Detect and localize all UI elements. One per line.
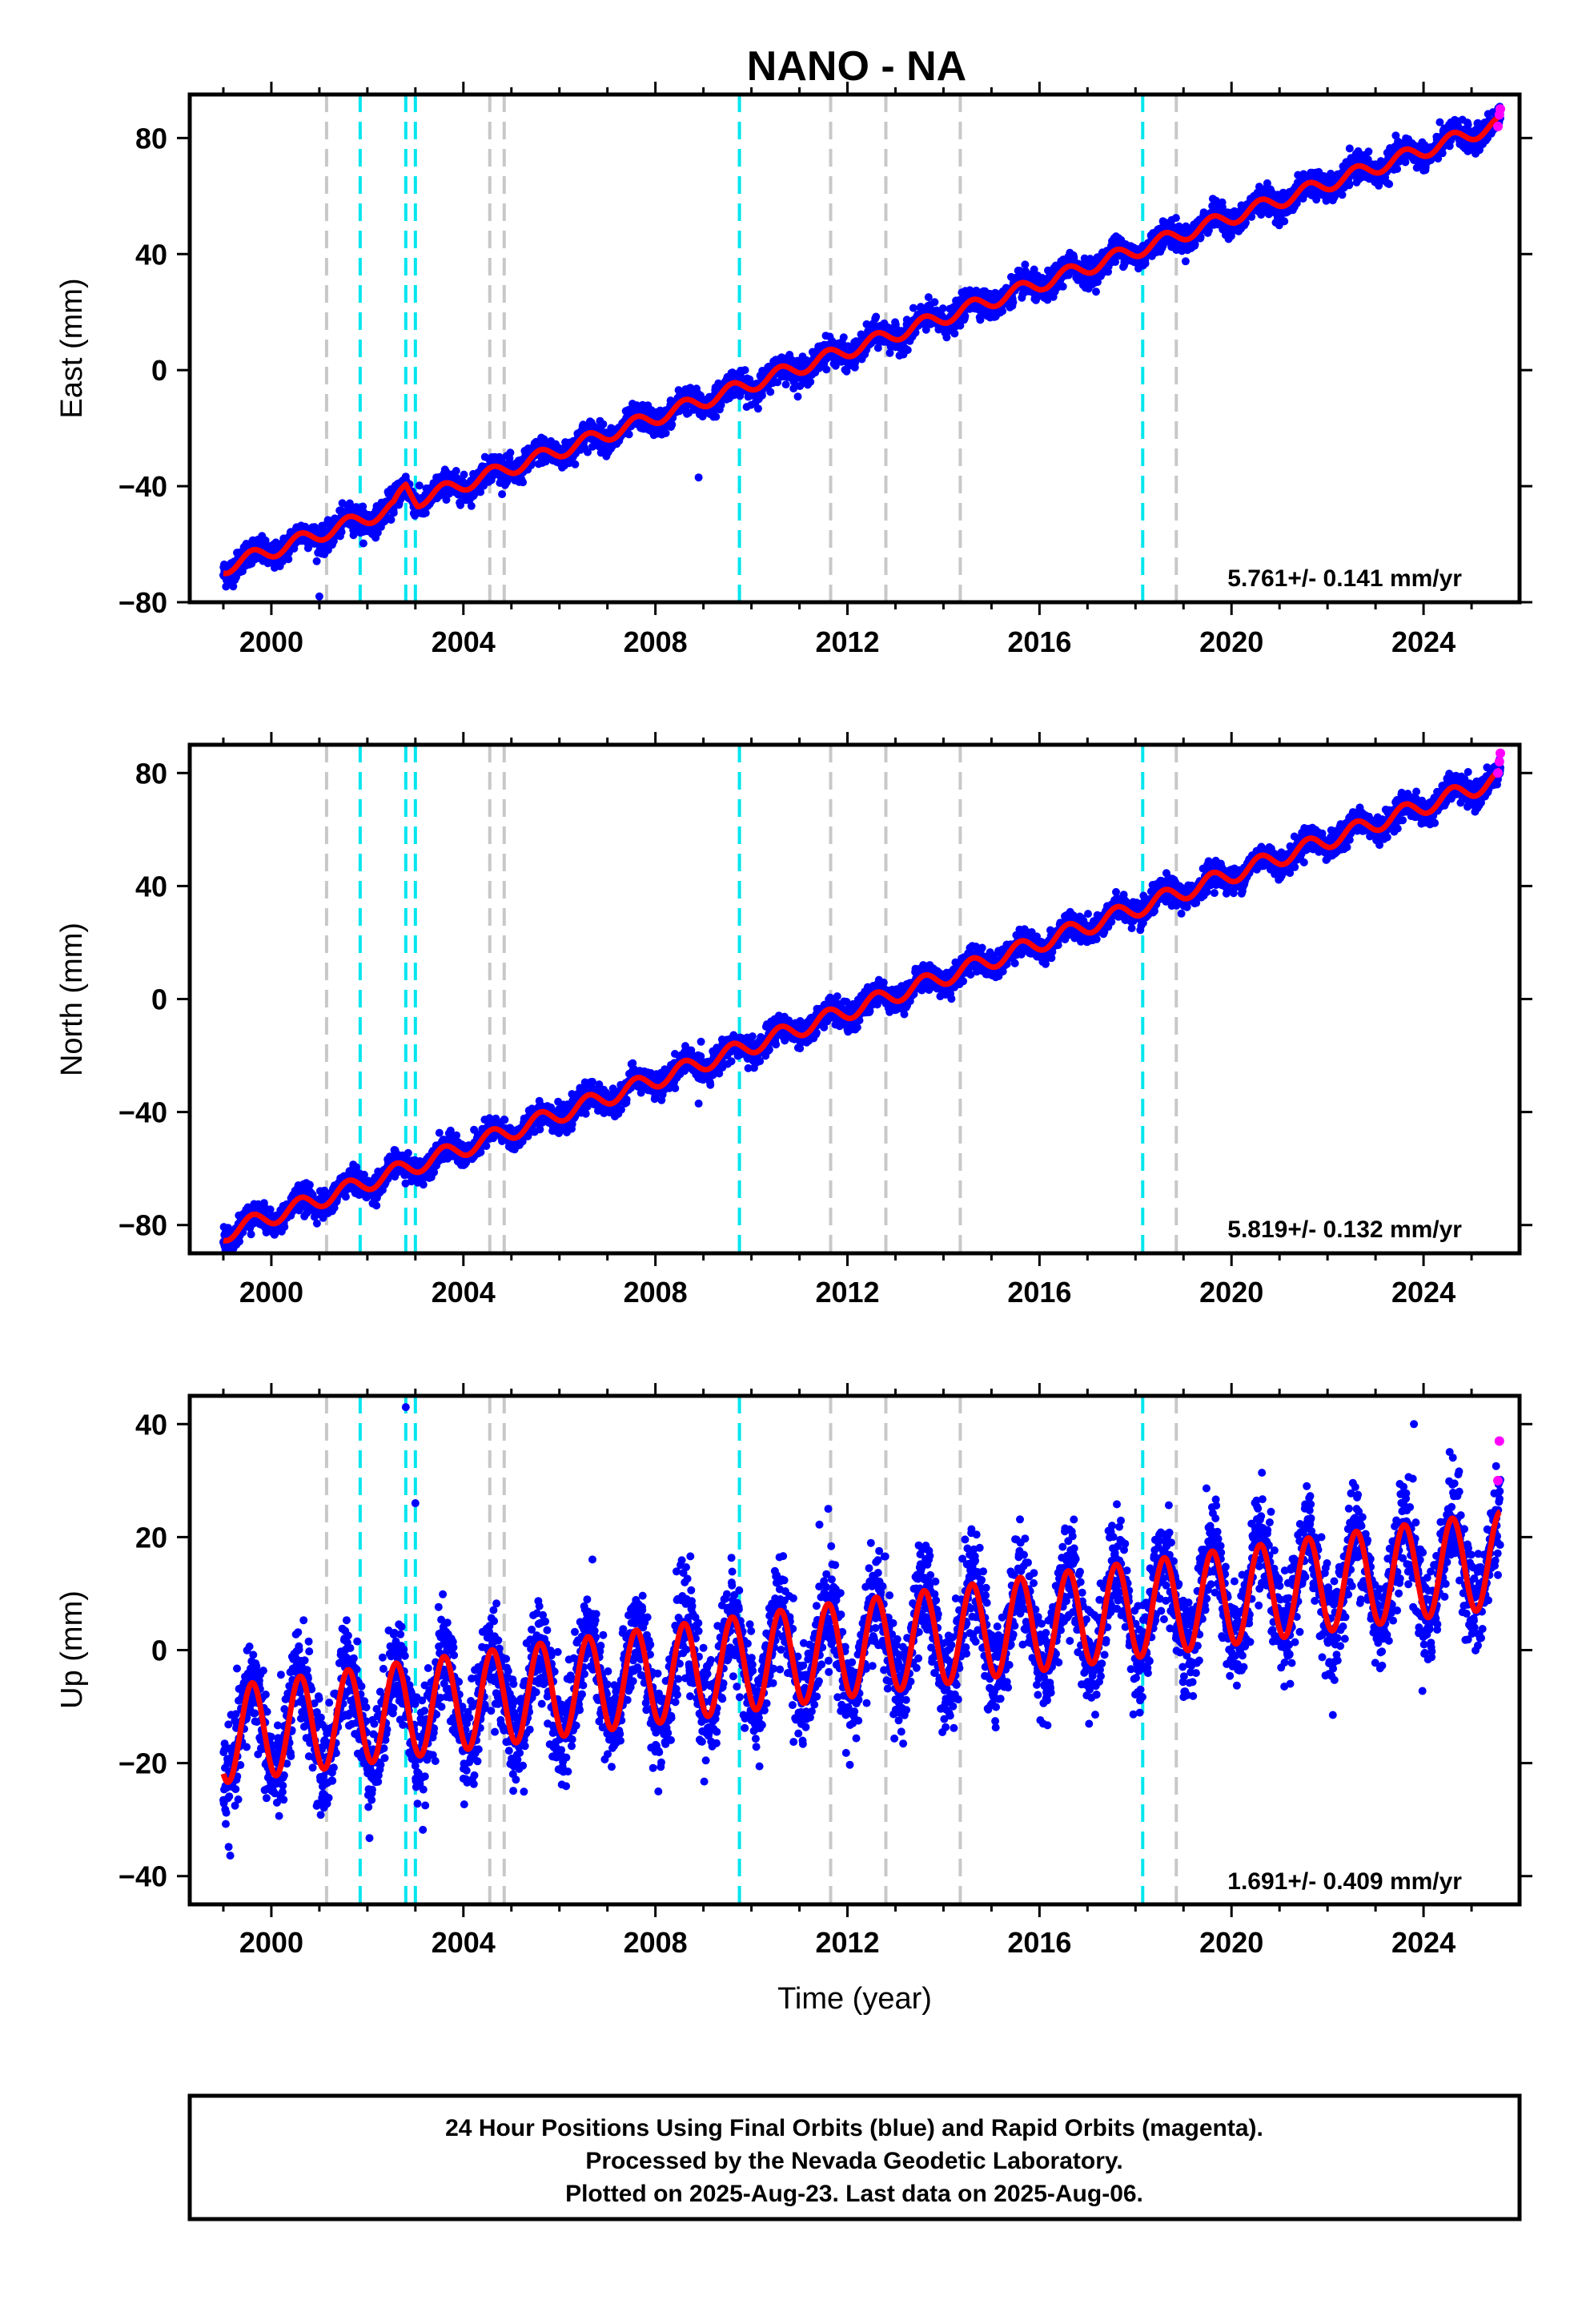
data-point	[624, 430, 633, 439]
data-point	[359, 539, 367, 548]
data-point	[1092, 287, 1100, 296]
data-point	[599, 420, 608, 428]
data-point	[1393, 165, 1402, 173]
data-point	[584, 448, 592, 456]
data-point	[961, 312, 970, 320]
data-point	[1338, 191, 1347, 199]
rapid-orbit-point	[1496, 104, 1506, 115]
data-point	[806, 377, 815, 386]
data-point	[1171, 214, 1180, 223]
data-point	[452, 467, 460, 475]
data-point	[1464, 120, 1472, 129]
chart-title: NANO - NA	[747, 43, 966, 90]
data-point	[389, 509, 398, 517]
data-point	[349, 531, 358, 540]
data-point	[1280, 217, 1289, 226]
velocity-label: 5.761+/- 0.141 mm/yr	[1227, 565, 1462, 592]
data-point	[229, 582, 238, 591]
data-point	[571, 460, 580, 468]
data-point	[781, 380, 790, 389]
x-tick-label: 2024	[1391, 625, 1456, 658]
data-point	[519, 478, 528, 487]
data-point	[506, 448, 515, 457]
data-point	[442, 496, 451, 505]
y-axis-label: East (mm)	[55, 278, 89, 418]
data-point	[822, 365, 831, 374]
data-point	[498, 490, 507, 499]
data-point	[998, 307, 1007, 316]
data-point	[903, 346, 912, 354]
data-point	[1181, 257, 1190, 266]
data-point	[757, 391, 766, 400]
data-point	[909, 304, 917, 312]
data-point	[312, 557, 321, 565]
data-point	[1345, 144, 1354, 153]
x-tick-label: 2016	[1007, 625, 1071, 658]
x-tick-label: 2012	[815, 625, 879, 658]
data-point	[976, 316, 985, 324]
data-point	[467, 501, 476, 510]
data-point	[284, 555, 293, 564]
outlier-point	[694, 473, 703, 482]
data-point	[415, 481, 424, 490]
data-point	[359, 502, 367, 511]
plot-area	[219, 94, 1506, 602]
data-point	[460, 470, 468, 479]
data-point	[668, 420, 677, 429]
data-point	[930, 298, 939, 307]
x-tick-label: 2000	[239, 625, 303, 658]
data-point	[950, 329, 959, 338]
data-point	[1364, 147, 1373, 156]
y-tick-label: 40	[135, 238, 167, 271]
data-point	[1009, 298, 1018, 307]
data-point	[741, 366, 749, 375]
data-point	[421, 509, 430, 517]
data-point	[793, 392, 802, 401]
y-tick-label: 0	[151, 354, 167, 387]
outlier-point	[315, 592, 323, 601]
y-tick-label: −80	[118, 586, 167, 619]
data-point	[337, 528, 346, 537]
data-point	[261, 536, 270, 545]
data-point	[1385, 179, 1394, 188]
data-point	[1141, 259, 1150, 267]
y-tick-label: −40	[118, 470, 167, 503]
x-tick-label: 2008	[624, 625, 688, 658]
data-point	[712, 412, 721, 421]
data-point	[387, 516, 396, 524]
y-tick-label: 80	[135, 122, 167, 155]
data-point	[476, 488, 485, 497]
data-point	[661, 428, 670, 437]
east-panel: 2000 2004 2008 2012 2016 2020 2024 −80 −40 0 40 80 E…	[55, 82, 1532, 658]
data-point	[766, 388, 775, 396]
data-point	[456, 501, 465, 509]
x-tick-label: 2004	[432, 625, 496, 658]
rapid-orbit-point	[1493, 121, 1504, 131]
data-point	[1345, 180, 1354, 188]
data-point	[938, 304, 947, 313]
data-point	[872, 312, 881, 321]
data-point	[753, 404, 762, 413]
data-point	[839, 333, 848, 342]
data-point	[1058, 282, 1067, 291]
x-tick-label: 2020	[1199, 625, 1263, 658]
